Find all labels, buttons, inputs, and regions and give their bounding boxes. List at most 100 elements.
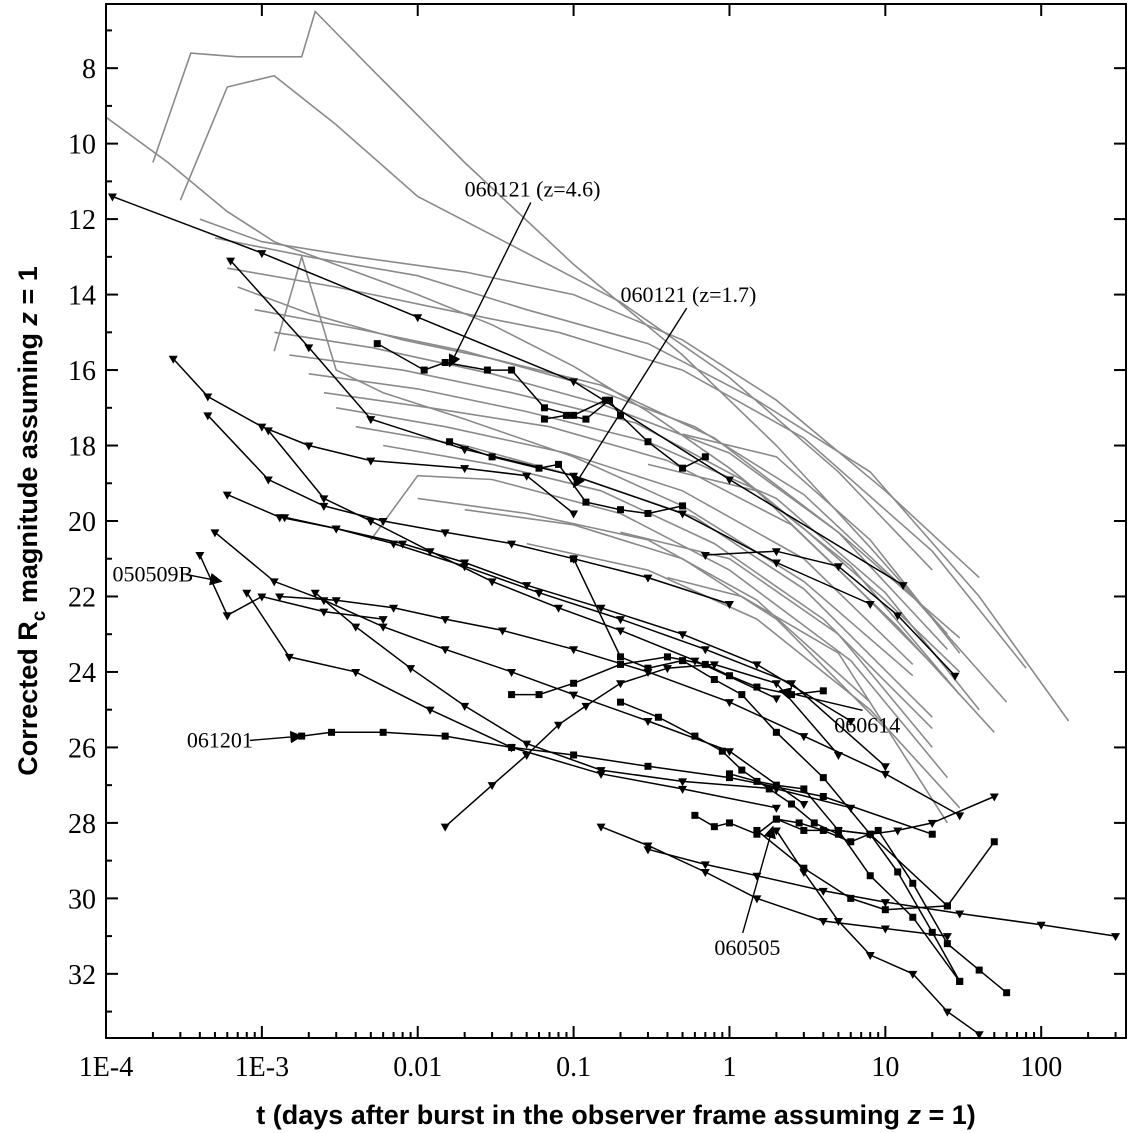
upper-limit-point <box>772 695 781 703</box>
swift-light-curve <box>315 593 851 808</box>
detection-point <box>820 793 827 800</box>
annotation-arrow <box>250 736 302 740</box>
y-tick-label: 30 <box>68 884 96 915</box>
y-tick-label: 8 <box>82 54 96 85</box>
x-tick-label: 1E-3 <box>235 1052 289 1083</box>
pre-swift-light-curve <box>383 446 932 729</box>
pre-swift-light-curve <box>418 498 871 702</box>
detection-point <box>508 691 515 698</box>
detection-point <box>644 763 651 770</box>
detection-point <box>766 785 773 792</box>
detection-point <box>380 729 387 736</box>
detection-point <box>944 940 951 947</box>
detection-point <box>484 367 491 374</box>
detection-point <box>811 819 818 826</box>
detection-point <box>508 744 515 751</box>
swift-light-curve <box>621 702 839 834</box>
upper-limit-point <box>406 665 415 673</box>
pre-swift-light-curve <box>274 257 913 676</box>
detection-point <box>788 801 795 808</box>
detection-point <box>956 978 963 985</box>
x-axis-title: t (days after burst in the observer fram… <box>256 1100 975 1130</box>
detection-point <box>617 506 624 513</box>
detection-point <box>894 868 901 875</box>
detection-point <box>563 412 570 419</box>
detection-point <box>541 416 548 423</box>
detection-point <box>442 359 449 366</box>
detection-point <box>536 691 543 698</box>
detection-point <box>738 767 745 774</box>
pre-swift-light-curve <box>309 374 979 710</box>
detection-point <box>617 653 624 660</box>
upper-limit-point <box>799 801 808 809</box>
detection-point <box>644 438 651 445</box>
y-tick-label: 32 <box>68 960 96 991</box>
pre-swift-light-curve <box>324 393 994 733</box>
plot-frame <box>106 4 1126 1038</box>
swift-light-curve <box>776 830 979 1034</box>
x-tick-label: 1 <box>722 1052 736 1083</box>
detection-point <box>820 827 827 834</box>
x-tick-label: 100 <box>1020 1052 1062 1083</box>
detection-point <box>719 748 726 755</box>
detection-point <box>847 838 854 845</box>
swift-light-curve <box>200 555 228 615</box>
y-tick-label: 20 <box>68 507 96 538</box>
annotation-arrow <box>743 827 773 933</box>
detection-point <box>944 902 951 909</box>
upper-limit-point <box>881 763 890 771</box>
detection-point <box>617 661 624 668</box>
swift-light-curve <box>601 827 947 936</box>
detection-point <box>711 676 718 683</box>
detection-point <box>753 684 760 691</box>
y-tick-label: 28 <box>68 809 96 840</box>
upper-limit-point <box>834 752 843 760</box>
detection-point <box>679 465 686 472</box>
annotation-label: 060505 <box>714 935 780 960</box>
detection-point <box>909 914 916 921</box>
detection-point <box>508 367 515 374</box>
y-tick-label: 26 <box>68 733 96 764</box>
detection-point <box>753 827 760 834</box>
pre-swift-light-curve <box>227 268 1026 668</box>
swift-light-curve <box>268 430 776 698</box>
detection-point <box>867 872 874 879</box>
axis-ticks: 1E-4 1E-3 0.01 0.1 1 10 1008101214161820222426… <box>68 4 1126 1083</box>
upper-limit-point <box>772 805 781 813</box>
detection-point <box>800 785 807 792</box>
detection-point <box>702 453 709 460</box>
detection-point <box>555 461 562 468</box>
y-tick-label: 12 <box>68 205 96 236</box>
pre-swift-light-curve <box>215 238 1069 721</box>
detection-point <box>773 729 780 736</box>
detection-point <box>374 340 381 347</box>
detection-point <box>726 672 733 679</box>
swift-light-curves <box>108 193 1120 1039</box>
detection-point <box>820 774 827 781</box>
swift-light-curve <box>215 532 804 804</box>
detection-point <box>726 819 733 826</box>
y-tick-label: 24 <box>68 658 96 689</box>
upper-limit-point <box>223 612 232 620</box>
detection-point <box>991 838 998 845</box>
detection-point <box>489 453 496 460</box>
detection-point <box>644 665 651 672</box>
swift-light-curve <box>648 849 1116 936</box>
detection-point <box>421 367 428 374</box>
upper-limit-point <box>955 812 964 820</box>
detection-point <box>582 499 589 506</box>
y-tick-label: 22 <box>68 582 96 613</box>
upper-limit-point <box>943 1009 952 1017</box>
detection-point <box>773 816 780 823</box>
y-tick-label: 16 <box>68 356 96 387</box>
detection-point <box>644 510 651 517</box>
upper-limit-point <box>569 510 578 518</box>
x-tick-label: 1E-4 <box>79 1052 133 1083</box>
detection-point <box>820 687 827 694</box>
x-tick-label: 0.01 <box>393 1052 442 1083</box>
detection-point <box>541 404 548 411</box>
detection-point <box>691 733 698 740</box>
y-tick-label: 18 <box>68 432 96 463</box>
detection-point <box>800 827 807 834</box>
